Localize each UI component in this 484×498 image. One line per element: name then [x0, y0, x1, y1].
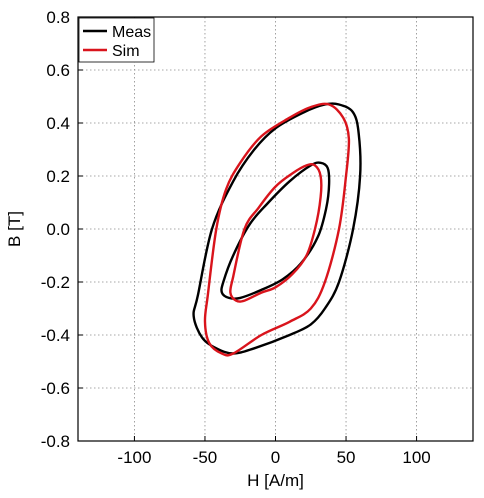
y-tick-label: 0.2	[46, 167, 70, 186]
sim-loop-outer	[203, 102, 351, 357]
y-tick-label: -0.2	[41, 273, 70, 292]
y-tick-label: -0.8	[41, 432, 70, 451]
x-axis-label: H [A/m]	[247, 471, 304, 490]
x-tick-label: 100	[402, 448, 430, 467]
tick-layer: -100 -50 0 50 100 -0.8 -0.6 -0.4 -0.2 0.0 0.2 0.4 0.…	[41, 8, 431, 467]
series-sim	[203, 102, 351, 357]
y-tick-label: -0.6	[41, 379, 70, 398]
legend-label-sim: Sim	[112, 43, 140, 60]
meas-loop-inner	[220, 161, 331, 300]
x-tick-label: 0	[271, 448, 280, 467]
y-tick-label: 0.0	[46, 220, 70, 239]
x-tick-label: -100	[117, 448, 151, 467]
series-meas	[192, 102, 362, 355]
grid	[78, 16, 473, 442]
legend: Meas Sim	[78, 17, 155, 63]
x-tick-label: 50	[337, 448, 356, 467]
x-tick-label: -50	[193, 448, 218, 467]
y-tick-label: -0.4	[41, 326, 70, 345]
y-tick-label: 0.8	[46, 8, 70, 27]
legend-label-meas: Meas	[112, 24, 151, 41]
y-axis-label: B [T]	[5, 211, 24, 247]
sim-loop-inner	[229, 163, 323, 303]
y-tick-label: 0.4	[46, 114, 70, 133]
meas-loop-outer	[192, 102, 362, 355]
legend-box	[78, 17, 155, 63]
series-layer	[192, 102, 362, 357]
y-tick-label: 0.6	[46, 61, 70, 80]
